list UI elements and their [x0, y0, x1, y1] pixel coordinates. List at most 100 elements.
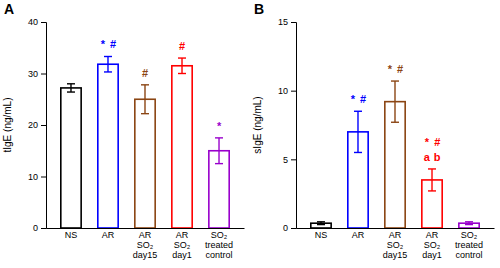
x-tick-label-line: AR	[352, 230, 365, 240]
y-tick-mark	[291, 228, 296, 229]
x-tick-label-line: AR	[426, 230, 439, 240]
y-axis: 051015	[278, 17, 297, 233]
error-cap	[67, 91, 75, 92]
annotation: *	[101, 38, 106, 50]
error-cap	[391, 80, 399, 81]
y-axis-line	[291, 23, 297, 229]
x-tick-label: ARSO₂day1	[422, 230, 442, 260]
x-tick-label-line: NS	[315, 230, 328, 240]
error-line	[394, 81, 395, 122]
x-tick: SO₂treatedcontrol	[205, 230, 233, 260]
error-line	[181, 58, 182, 73]
y-tick-label: 0	[283, 223, 288, 233]
error-cap	[141, 113, 149, 114]
x-tick: ARSO₂day15	[133, 230, 158, 260]
x-tick-label: ARSO₂day15	[383, 230, 408, 260]
error-line	[218, 138, 219, 164]
panel: *#*#*#ab051015NSARARSO₂day15ARSO₂day1SO₂…	[252, 1, 495, 260]
error-cap	[391, 122, 399, 123]
x-tick-label-line: NS	[65, 230, 78, 240]
y-tick-mark	[41, 125, 46, 126]
y-tick-mark	[291, 91, 296, 92]
x-tick-label-line: SO₂	[461, 230, 478, 240]
panel: *###*010203040NSARARSO₂day15ARSO₂day1SO₂…	[2, 1, 245, 260]
x-tick-label-line: SO₂	[137, 240, 154, 250]
y-axis-title: tIgE (ng/mL)	[2, 97, 13, 152]
y-tick-label: 30	[28, 69, 38, 79]
x-axis-line	[47, 228, 245, 229]
x-tick-label-line: AR	[389, 230, 402, 240]
error-line	[431, 169, 432, 191]
panel-title: B	[254, 1, 264, 17]
error-bar	[354, 111, 362, 152]
x-tick-label-line: day1	[422, 250, 442, 260]
annotations: *#*#*#ab	[351, 63, 441, 163]
error-bar	[67, 84, 75, 92]
x-tick: AR	[102, 230, 115, 240]
panel-title: A	[4, 1, 14, 17]
error-bar	[215, 138, 223, 164]
error-cap	[104, 56, 112, 57]
error-cap	[215, 137, 223, 138]
y-tick-label: 5	[283, 155, 288, 165]
error-bar	[141, 85, 149, 114]
error-cap	[178, 57, 186, 58]
error-bar	[428, 169, 436, 191]
annotation: #	[434, 136, 440, 148]
annotation: #	[360, 93, 366, 105]
error-cap	[428, 190, 436, 191]
error-bar	[465, 222, 473, 225]
error-cap	[428, 168, 436, 169]
error-line	[107, 57, 108, 72]
x-tick-label: SO₂treatedcontrol	[455, 230, 483, 260]
y-tick: 30	[28, 69, 46, 79]
annotation: a	[424, 151, 431, 163]
error-line	[144, 85, 145, 114]
chart-svg: *###*010203040NSARARSO₂day15ARSO₂day1SO₂…	[0, 0, 500, 268]
annotations: *###*	[101, 38, 222, 131]
x-tick-label-line: control	[206, 250, 233, 260]
x-tick: SO₂treatedcontrol	[455, 230, 483, 260]
x-axis-line	[297, 228, 495, 229]
x-tick-label-line: AR	[176, 230, 189, 240]
bar	[459, 223, 479, 228]
x-tick-label-line: SO₂	[424, 240, 441, 250]
y-tick-mark	[41, 228, 46, 229]
x-tick: ARSO₂day1	[172, 230, 192, 260]
annotation: *	[351, 93, 356, 105]
x-tick-label: ARSO₂day1	[172, 230, 192, 260]
error-cap	[104, 71, 112, 72]
y-tick-mark	[41, 177, 46, 178]
y-tick-mark	[291, 22, 296, 23]
x-tick-label: NS	[315, 230, 328, 240]
y-tick: 0	[33, 223, 46, 233]
bar	[61, 88, 81, 228]
x-tick-label-line: treated	[205, 240, 233, 250]
error-cap	[178, 73, 186, 74]
y-tick-label: 10	[278, 86, 288, 96]
x-tick-label-line: SO₂	[387, 240, 404, 250]
y-tick: 5	[283, 155, 296, 165]
x-tick-label-line: day15	[383, 250, 408, 260]
bar	[311, 223, 331, 228]
y-tick-mark	[291, 159, 296, 160]
x-axis: NSARARSO₂day15ARSO₂day1SO₂treatedcontrol	[297, 229, 495, 261]
error-cap	[465, 221, 473, 222]
y-tick-label: 0	[33, 223, 38, 233]
y-axis: 010203040	[28, 17, 47, 233]
error-bar	[104, 57, 112, 72]
annotation: #	[397, 63, 403, 75]
error-cap	[317, 221, 325, 222]
x-tick-label: SO₂treatedcontrol	[205, 230, 233, 260]
error-cap	[465, 224, 473, 225]
error-line	[70, 84, 71, 92]
y-tick-label: 40	[28, 17, 38, 27]
error-cap	[67, 83, 75, 84]
x-axis: NSARARSO₂day15ARSO₂day1SO₂treatedcontrol	[47, 229, 245, 261]
x-tick-label-line: SO₂	[174, 240, 191, 250]
x-tick-label-line: AR	[102, 230, 115, 240]
error-cap	[354, 111, 362, 112]
y-tick: 20	[28, 120, 46, 130]
x-tick-label-line: control	[456, 250, 483, 260]
x-tick: NS	[65, 230, 78, 240]
